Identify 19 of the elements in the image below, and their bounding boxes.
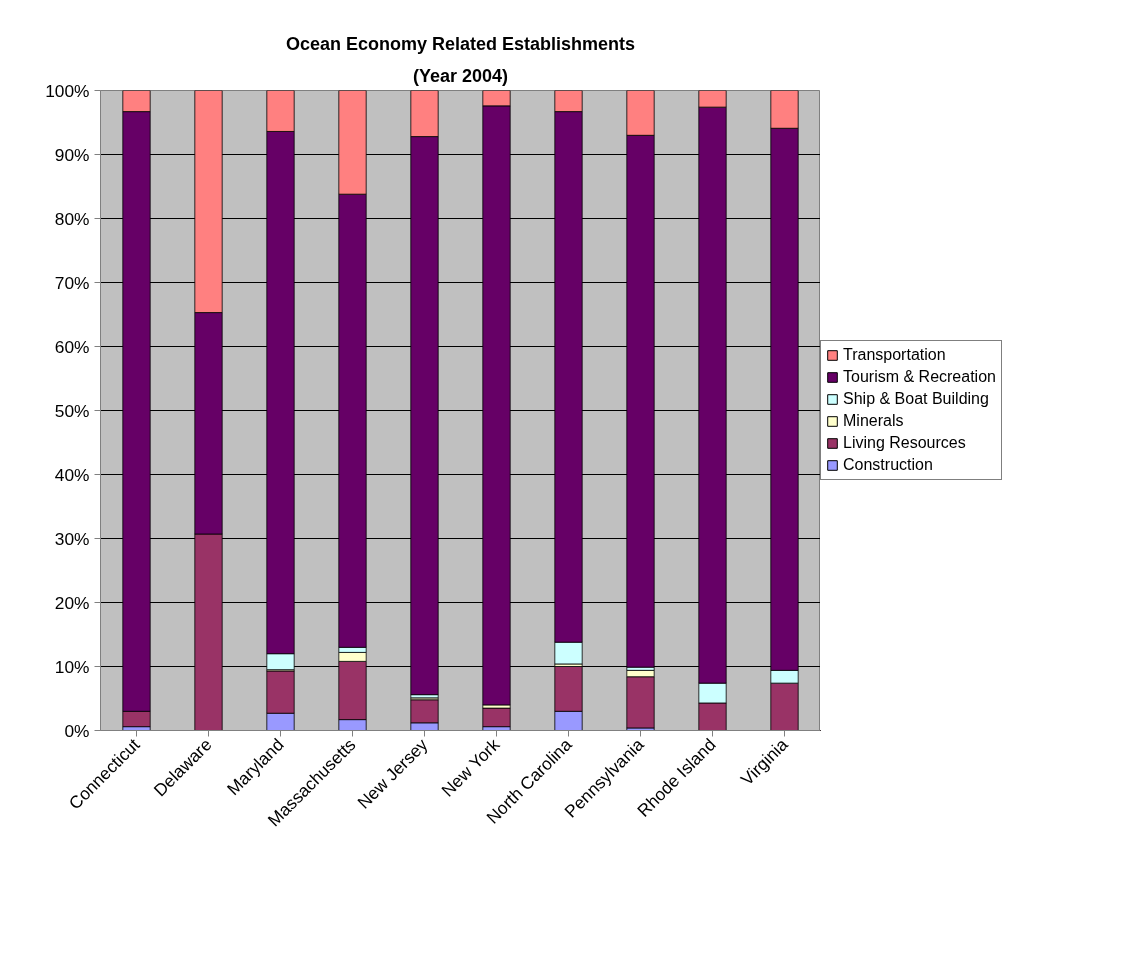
chart-subtitle: (Year 2004): [412, 65, 509, 86]
y-tick-label: 50%: [54, 400, 90, 421]
y-tick-label: 40%: [54, 464, 90, 485]
legend-label: Transportation: [843, 346, 946, 364]
y-tick-label: 0%: [64, 720, 90, 741]
y-tick-label: 30%: [54, 528, 90, 549]
y-tick-label: 90%: [54, 144, 90, 165]
legend-label: Minerals: [843, 412, 904, 430]
legend-label: Tourism & Recreation: [843, 368, 996, 386]
y-tick-label: 10%: [54, 656, 90, 677]
y-tick-label: 80%: [54, 208, 90, 229]
legend-label: Ship & Boat Building: [843, 390, 989, 408]
legend-label: Living Resources: [843, 434, 966, 452]
y-tick-label: 60%: [54, 336, 90, 357]
legend-label: Construction: [843, 456, 933, 474]
y-tick-label: 70%: [54, 272, 90, 293]
y-tick-label: 20%: [54, 592, 90, 613]
y-tick-label: 100%: [45, 80, 90, 101]
chart-title: Ocean Economy Related Establishments: [285, 33, 636, 54]
